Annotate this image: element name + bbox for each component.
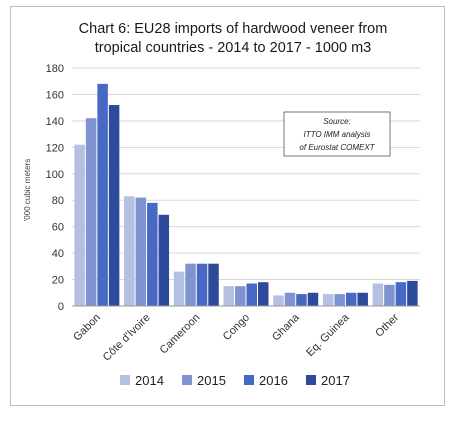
chart-title-line-1: Chart 6: EU28 imports of hardwood veneer… (79, 21, 388, 37)
bar-2015 (85, 118, 97, 307)
x-tick-label: Eq. Guinea (304, 311, 352, 359)
y-axis-ticks: 0 20 40 60 80 100 120 140 160 180 (46, 63, 64, 313)
legend-swatch-2015 (182, 375, 192, 385)
bar-2017 (158, 214, 170, 306)
x-tick-label: Congo (221, 312, 252, 343)
chart-title-line-2: tropical countries - 2014 to 2017 - 1000… (95, 40, 371, 56)
bar-2017 (108, 105, 120, 307)
bar-2017 (357, 292, 368, 306)
x-tick-label: Ghana (270, 311, 302, 343)
bar-2016 (296, 294, 307, 306)
y-tick-label: 120 (46, 142, 64, 154)
bar-2017 (407, 280, 418, 306)
y-tick-label: 140 (46, 116, 64, 128)
legend-label-2014: 2014 (135, 373, 164, 388)
bar-2014 (322, 294, 334, 306)
bar-2017 (307, 292, 319, 306)
legend: 2014 2015 2016 2017 (120, 373, 350, 388)
y-tick-label: 40 (52, 248, 64, 260)
y-tick-label: 180 (46, 63, 64, 75)
y-tick-label: 60 (52, 222, 64, 234)
bar-2014 (273, 295, 284, 306)
y-axis-label: '000 cubic meters (23, 159, 32, 221)
bar-2017 (208, 263, 219, 306)
legend-swatch-2017 (306, 375, 316, 385)
bar-2016 (246, 283, 257, 306)
bar-2014 (372, 283, 384, 306)
bar-2015 (334, 294, 345, 306)
source-line-2: ITTO IMM analysis (304, 130, 371, 139)
y-tick-label: 20 (52, 275, 64, 287)
bar-2016 (196, 263, 208, 306)
legend-label-2015: 2015 (197, 373, 226, 388)
bar-2016 (395, 282, 407, 306)
y-tick-label: 160 (46, 89, 64, 101)
bar-2014 (173, 271, 185, 306)
bar-2016 (345, 292, 357, 306)
source-line-3: of Eurostat COMEXT (299, 143, 375, 152)
legend-label-2016: 2016 (259, 373, 288, 388)
bar-2014 (124, 196, 135, 306)
y-tick-label: 80 (52, 195, 64, 207)
source-line-1: Source: (323, 117, 351, 126)
legend-label-2017: 2017 (321, 373, 350, 388)
x-tick-label: Gabon (71, 312, 103, 344)
legend-swatch-2014 (120, 375, 130, 385)
bar-2014 (74, 144, 85, 306)
x-tick-label: Other (373, 311, 401, 339)
bar-2016 (97, 83, 108, 307)
source-box (283, 111, 391, 157)
bar-2016 (147, 202, 158, 306)
legend-swatch-2016 (244, 375, 254, 385)
bar-2015 (235, 286, 246, 306)
y-tick-label: 100 (46, 169, 64, 181)
source-note: Source: ITTO IMM analysis of Eurostat CO… (283, 111, 391, 157)
x-tick-label: Cameroon (158, 312, 203, 357)
bar-2014 (223, 286, 234, 306)
bar-2015 (185, 263, 196, 306)
bar-2015 (135, 197, 147, 306)
bar-2017 (258, 282, 269, 306)
bar-2015 (384, 284, 395, 306)
y-tick-label: 0 (58, 301, 64, 313)
bars (74, 83, 418, 307)
x-tick-label: Côte d'Ivoire (101, 312, 153, 364)
bar-2015 (284, 292, 296, 306)
